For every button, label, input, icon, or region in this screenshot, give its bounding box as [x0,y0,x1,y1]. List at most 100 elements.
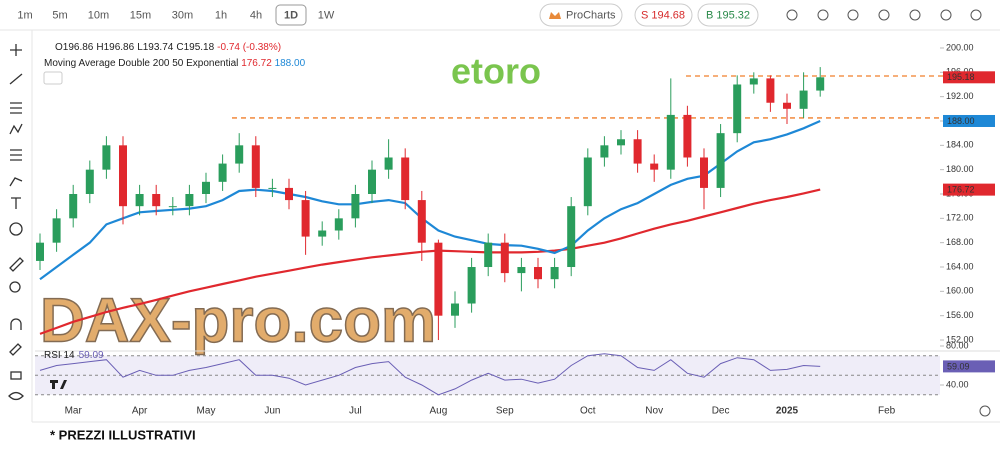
candle-body [368,169,376,194]
timeframe[interactable]: 30m [172,9,193,21]
toolbar-icon[interactable] [786,9,798,21]
overlay-tag: 176.72 [947,184,975,194]
channel-tool[interactable] [10,102,22,114]
timeframe[interactable]: 1h [215,9,227,21]
candle-body [567,206,576,268]
rsi-legend: RSI 14 59.09 [44,350,104,361]
indicator-name: Moving Average Double 200 50 Exponential [44,58,238,69]
zoom-tool[interactable] [9,281,21,293]
toolbar-icon[interactable] [878,9,890,21]
indicator-legend: Moving Average Double 200 50 Exponential… [44,58,306,69]
sell-price: S 194.68 [641,9,685,21]
timeframe[interactable]: 4h [250,9,262,21]
footer: * PREZZI ILLUSTRATIVI [50,427,196,442]
candle-body [85,169,94,194]
ohlc-item: -0.74 (-0.38%) [217,42,281,53]
candle-body [36,242,44,261]
settings-icon[interactable] [979,405,991,417]
candle-body [251,145,260,188]
buy-price: B 195.32 [706,9,750,21]
candle-body [517,267,526,274]
candle-body [550,267,559,280]
candle-body [749,78,758,85]
toolbar-icon[interactable] [970,9,982,21]
timeframe[interactable]: 10m [88,9,109,21]
candle-body [301,200,310,237]
active-timeframe [275,4,307,26]
timeframe[interactable]: 5m [52,9,67,21]
x-tick-label: Nov [645,406,663,417]
text-tool[interactable] [11,197,21,209]
x-tick-label: 2025 [776,406,799,417]
candle-body [617,139,625,146]
candle-body [700,157,708,188]
pattern-tool[interactable] [9,123,23,135]
ruler-tool[interactable] [9,257,24,272]
toolbar-icon[interactable] [817,9,829,21]
candle-body [235,145,244,164]
rsi-line [39,353,821,396]
visibility-tool[interactable] [8,391,24,401]
overlay-tag-bg [943,183,995,196]
timeframe[interactable]: 1D [284,9,298,21]
candle-body [583,157,592,207]
y-tick-label: 156.00 [946,310,974,320]
candle-body [202,181,210,194]
ohlc-legend: O196.86 H196.86 L193.74 C195.18 -0.74 (-0.38… [55,42,281,53]
toolbar-icon[interactable] [940,9,952,21]
x-tick-label: Feb [878,406,896,417]
buy-button[interactable] [697,3,759,27]
brush-tool[interactable] [9,177,23,187]
ohlc-item: H196.86 [96,42,134,53]
timeframe[interactable]: 15m [130,9,151,21]
candle-body [534,267,542,280]
crosshair-tool[interactable] [10,44,22,56]
magnet-tool[interactable] [10,318,22,330]
y-tick-label: 200.00 [946,42,974,52]
candle-body [434,242,443,316]
x-tick-label: Dec [712,406,730,417]
emoji-tool[interactable] [9,222,23,236]
overlay-tag-bg [943,114,995,127]
top-toolbar [0,0,1000,30]
y-tick-label: 172.00 [946,213,974,223]
overlay-tag: 188.00 [947,116,975,126]
fib-tool[interactable] [10,149,22,161]
x-tick-label: Mar [65,406,83,417]
rsi-tick-label: 80.00 [946,340,969,350]
line-tool[interactable] [9,73,23,85]
candle-body [268,187,277,189]
ohlc-item: O196.86 [55,42,94,53]
candle-body [102,145,111,170]
x-tick-label: Jun [264,406,280,417]
procharts-button[interactable] [539,3,623,27]
candle-body [467,267,476,304]
x-tick-label: Jul [349,406,362,417]
timeframe[interactable]: 1W [318,9,335,21]
candle-body [168,206,177,208]
candle-body [384,157,393,170]
x-tick-label: May [197,406,216,417]
y-tick-label: 152.00 [946,334,974,344]
x-tick-label: Aug [430,406,448,417]
sell-button[interactable] [634,3,693,27]
rsi-name: RSI 14 [44,350,75,361]
moving-average [39,119,821,281]
toolbar-icon[interactable] [909,9,921,21]
candle-body [285,187,293,201]
toolbar-icon[interactable] [847,9,859,21]
lock-tool[interactable] [10,371,22,380]
collapse-legend[interactable] [43,71,63,85]
left-toolbar [8,44,24,401]
crown-icon [549,12,561,19]
candle-body [600,145,609,158]
candle-body [334,218,343,231]
candle-body [218,163,227,182]
candle-body [666,114,675,170]
candle-body [152,194,161,207]
candle-body [733,84,742,134]
lock-draw-tool[interactable] [9,343,22,356]
rsi-value: 59.09 [79,350,104,361]
timeframe[interactable]: 1m [17,9,32,21]
